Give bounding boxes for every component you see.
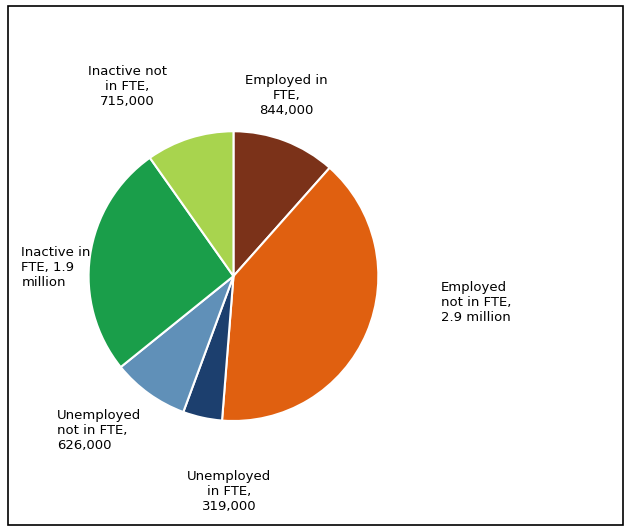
Wedge shape (121, 276, 233, 412)
Text: Unemployed
not in FTE,
626,000: Unemployed not in FTE, 626,000 (57, 409, 141, 452)
Text: Employed in
FTE,
844,000: Employed in FTE, 844,000 (245, 74, 327, 117)
Wedge shape (88, 158, 233, 367)
Text: Inactive not
in FTE,
715,000: Inactive not in FTE, 715,000 (88, 65, 167, 108)
Wedge shape (184, 276, 233, 421)
Wedge shape (150, 131, 233, 276)
Text: Unemployed
in FTE,
319,000: Unemployed in FTE, 319,000 (187, 470, 271, 513)
Text: Employed
not in FTE,
2.9 million: Employed not in FTE, 2.9 million (441, 281, 512, 324)
Text: Inactive in
FTE, 1.9
million: Inactive in FTE, 1.9 million (21, 246, 91, 289)
Wedge shape (222, 168, 379, 421)
Wedge shape (233, 131, 329, 276)
